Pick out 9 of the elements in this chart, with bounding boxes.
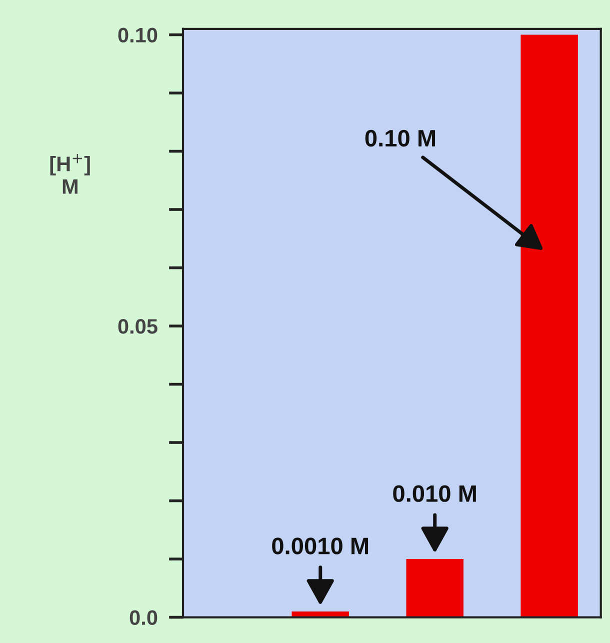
y-axis-title: [H$^{+}$] M <box>50 154 90 194</box>
data-label: 0.010 M <box>393 485 476 502</box>
bar <box>406 559 464 618</box>
y-tick-label: 0.05 <box>118 319 158 334</box>
bar <box>520 34 578 618</box>
data-label: 0.0010 M <box>272 538 368 554</box>
y-tick-label: 0.10 <box>118 28 158 43</box>
data-label: 0.10 M <box>365 130 436 147</box>
y-tick-label: 0.0 <box>130 610 158 626</box>
